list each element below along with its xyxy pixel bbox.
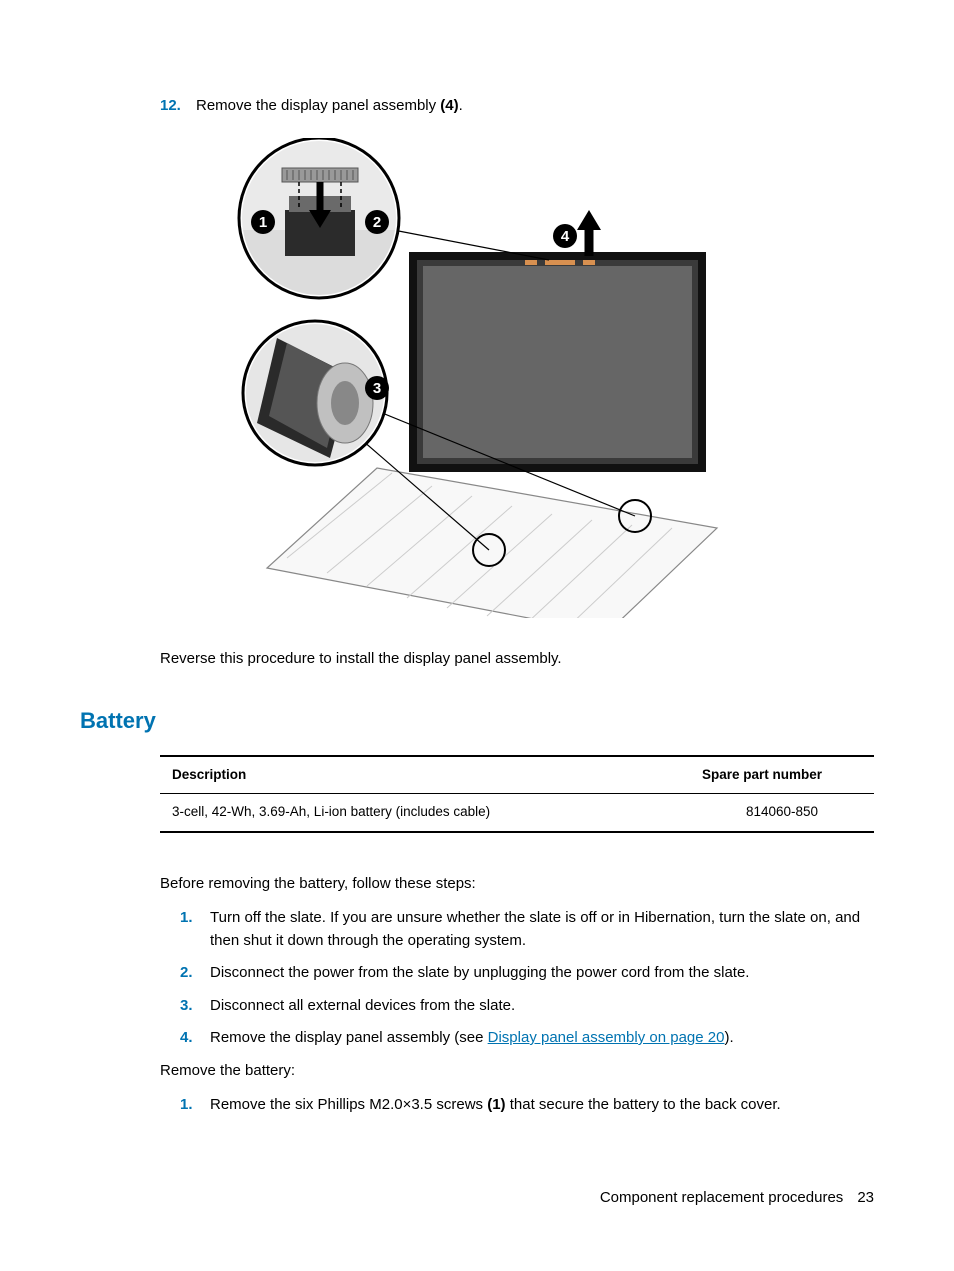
step-text-fragment: Turn off the slate. If you are unsure wh… [210,909,860,949]
cross-reference-link[interactable]: Display panel assembly on page 20 [488,1029,725,1046]
display-assembly-diagram: 1 2 3 [227,138,727,618]
callout-2-label: 2 [373,214,381,231]
footer-page-number: 23 [857,1189,874,1206]
step-text-fragment: ). [724,1029,733,1046]
step-text-after: . [459,97,463,114]
step-text-before: Remove the display panel assembly [196,97,440,114]
table-header-row: Description Spare part number [160,757,874,794]
step-text-fragment: Remove the display panel assembly (see [210,1029,488,1046]
step-12: 12. Remove the display panel assembly (4… [160,95,874,118]
step-text-fragment: that secure the battery to the back cove… [506,1096,781,1113]
cell-description: 3-cell, 42-Wh, 3.69-Ah, Li-ion battery (… [172,802,702,822]
list-item: 4.Remove the display panel assembly (see… [180,1027,874,1050]
step-number: 12. [160,95,196,118]
step-text-fragment: Remove the six Phillips M2.0×3.5 screws [210,1096,487,1113]
table-row: 3-cell, 42-Wh, 3.69-Ah, Li-ion battery (… [160,794,874,830]
remove-intro: Remove the battery: [160,1060,874,1083]
step-number: 4. [180,1027,210,1050]
step-text: Remove the display panel assembly (4). [196,95,874,118]
col-header-spare-part: Spare part number [702,765,862,785]
callout-1-label: 1 [259,214,267,231]
step-number: 3. [180,995,210,1018]
step-text-fragment: Disconnect the power from the slate by u… [210,964,749,981]
step-number: 1. [180,1094,210,1117]
footer-section-title: Component replacement procedures [600,1189,843,1206]
parts-table: Description Spare part number 3-cell, 42… [160,755,874,833]
pre-steps-intro: Before removing the battery, follow thes… [160,873,874,896]
list-item: 2.Disconnect the power from the slate by… [180,962,874,985]
step-text: Remove the six Phillips M2.0×3.5 screws … [210,1094,874,1117]
callout-3-label: 3 [373,380,381,397]
remove-steps-list: 1.Remove the six Phillips M2.0×3.5 screw… [80,1094,874,1117]
callout-4-label: 4 [561,228,570,245]
step-text: Disconnect the power from the slate by u… [210,962,874,985]
list-item: 1.Remove the six Phillips M2.0×3.5 screw… [180,1094,874,1117]
list-item: 1.Turn off the slate. If you are unsure … [180,907,874,952]
step-text: Remove the display panel assembly (see D… [210,1027,874,1050]
step-text: Disconnect all external devices from the… [210,995,874,1018]
reverse-procedure-text: Reverse this procedure to install the di… [160,648,874,671]
step-text: Turn off the slate. If you are unsure wh… [210,907,874,952]
pre-steps-list: 1.Turn off the slate. If you are unsure … [80,907,874,1050]
section-heading-battery: Battery [80,704,874,737]
step-text-fragment: Disconnect all external devices from the… [210,997,515,1014]
step-number: 2. [180,962,210,985]
list-item: 3.Disconnect all external devices from t… [180,995,874,1018]
cell-spare-part: 814060-850 [702,802,862,822]
page-footer: Component replacement procedures 23 [600,1187,874,1210]
diagram-container: 1 2 3 [80,138,874,618]
step-number: 1. [180,907,210,952]
col-header-description: Description [172,765,702,785]
step-bold-ref: (1) [487,1096,505,1113]
step-bold-ref: (4) [440,97,458,114]
